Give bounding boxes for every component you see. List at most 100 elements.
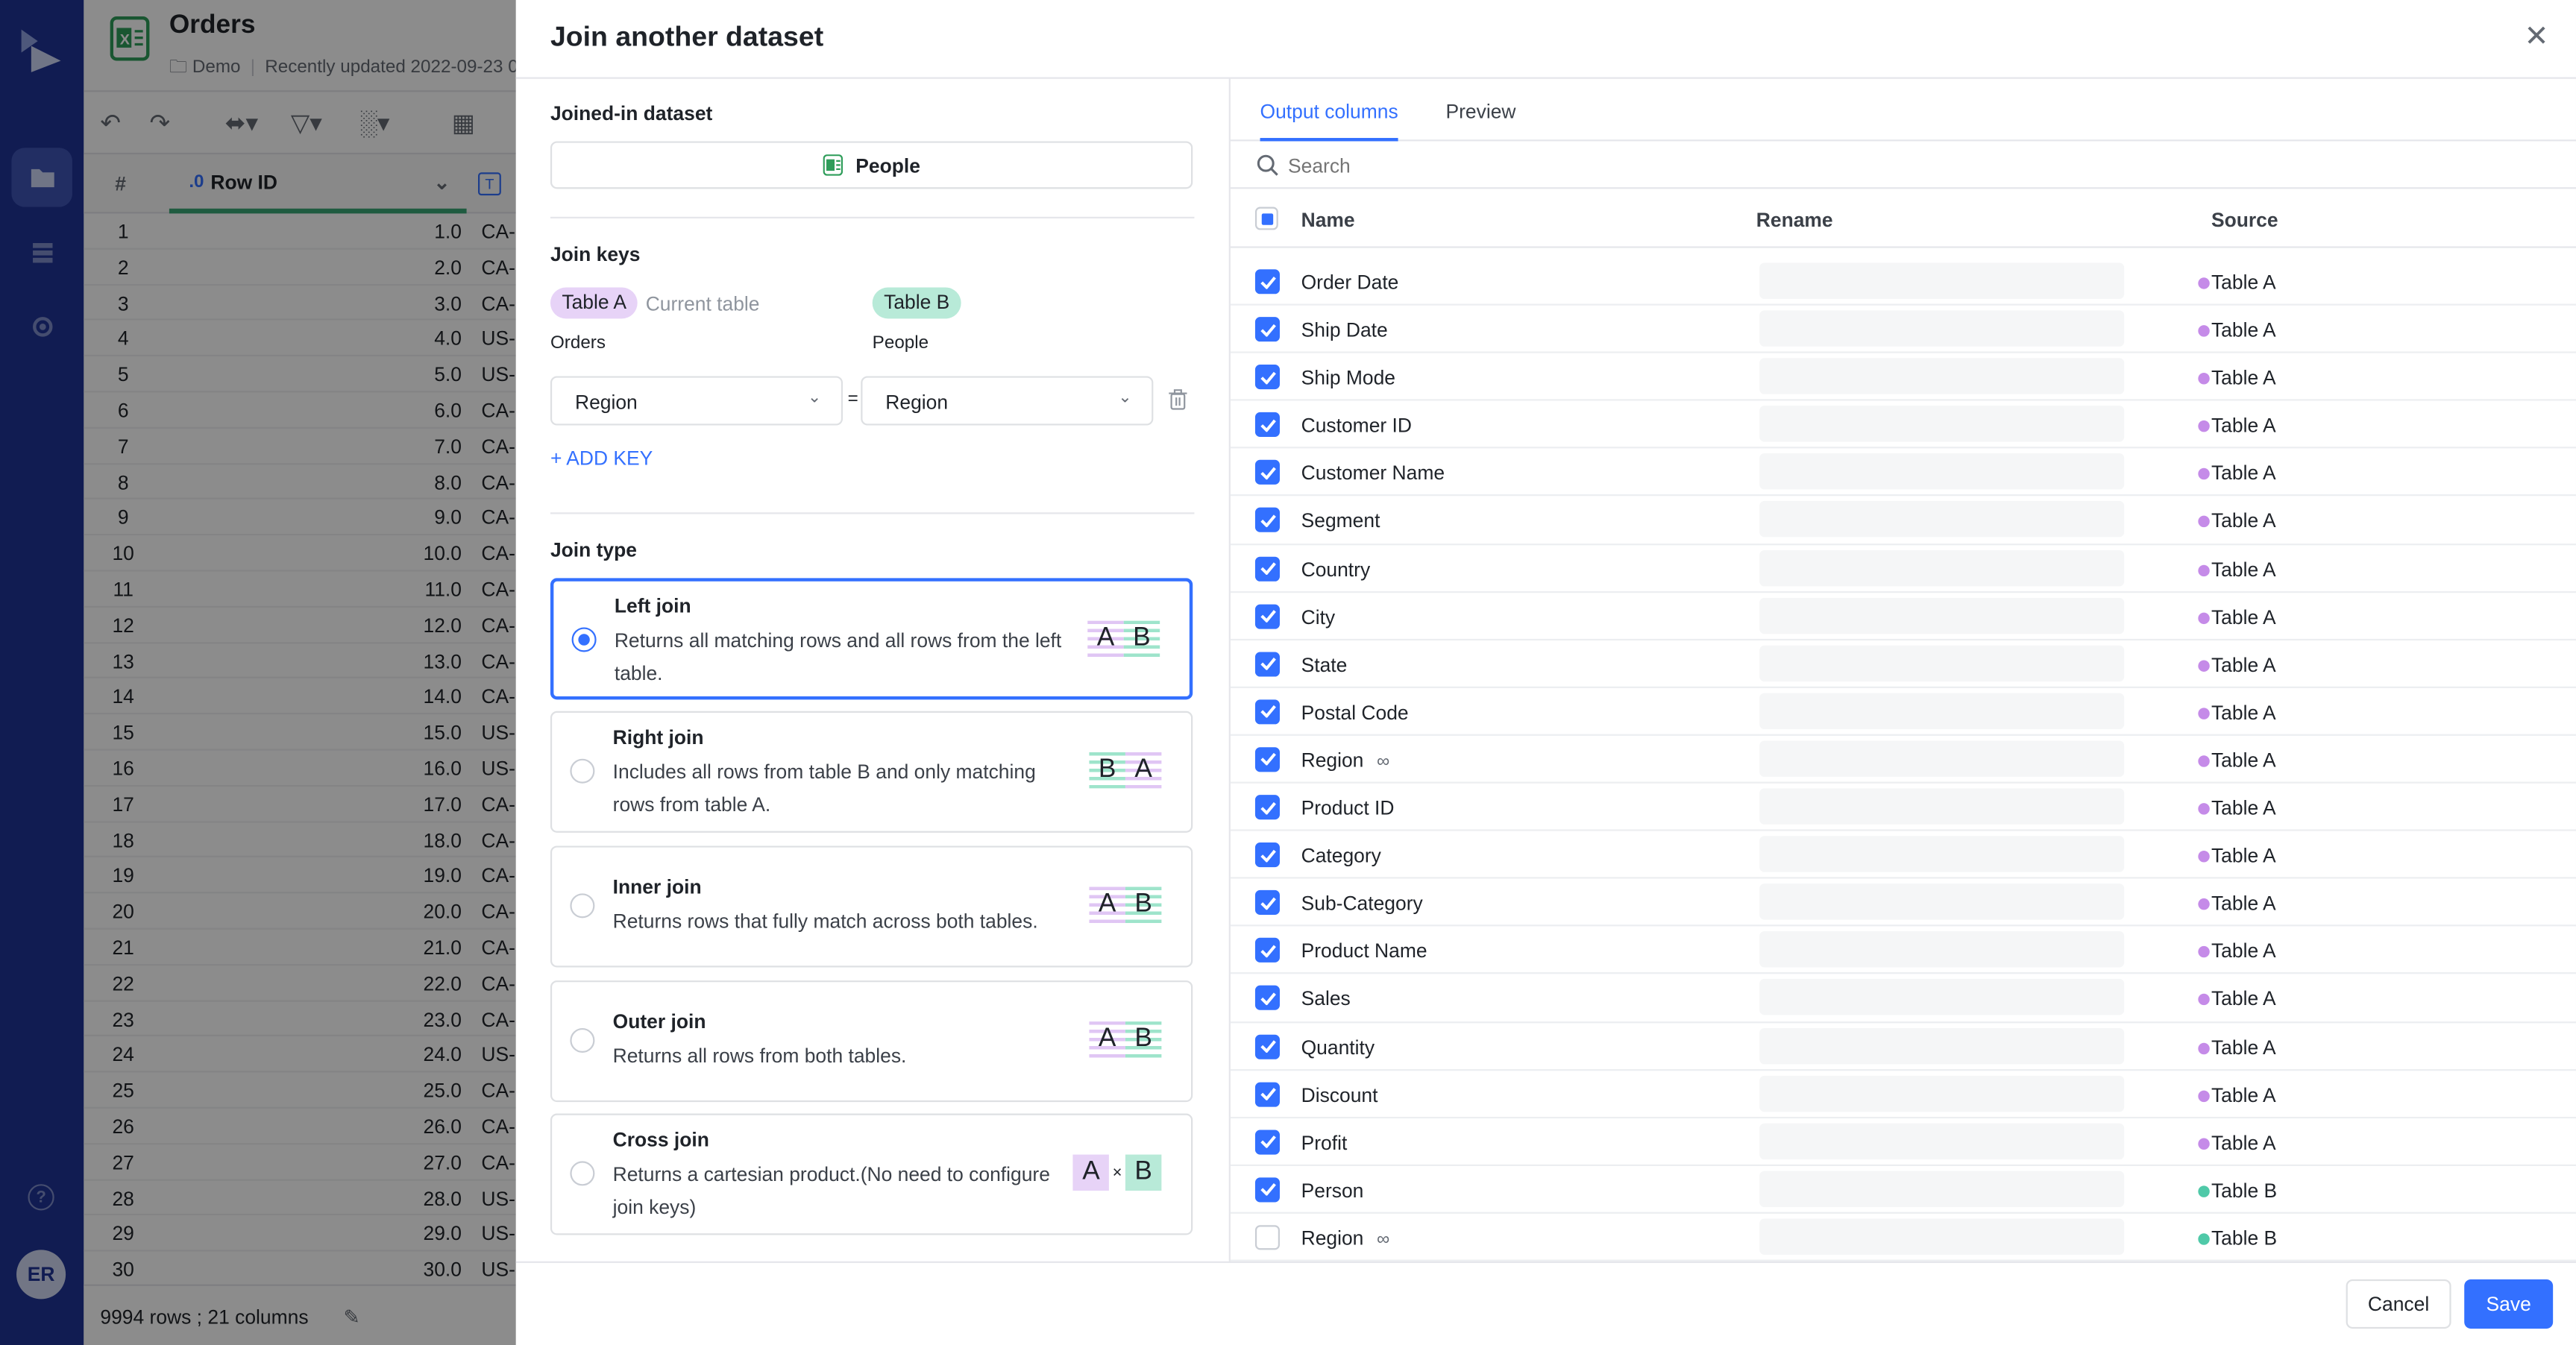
- next-column-cell[interactable]: US-: [481, 1222, 515, 1246]
- next-column-cell[interactable]: CA-: [481, 256, 515, 280]
- column-header-row-id[interactable]: .0 Row ID ⌄: [169, 154, 467, 214]
- column-checkbox[interactable]: [1254, 795, 1280, 820]
- next-column-cell[interactable]: CA-: [481, 971, 515, 995]
- cancel-button[interactable]: Cancel: [2346, 1279, 2451, 1329]
- nav-settings-icon[interactable]: [11, 297, 72, 356]
- list-item[interactable]: Order Date Table A: [1230, 258, 2576, 306]
- rename-input[interactable]: [1759, 693, 2125, 729]
- rename-input[interactable]: [1759, 597, 2125, 634]
- redo-icon[interactable]: ↷: [149, 110, 171, 139]
- row-id-cell[interactable]: 22.0: [423, 971, 462, 995]
- column-checkbox[interactable]: [1254, 603, 1280, 629]
- column-checkbox[interactable]: [1254, 508, 1280, 533]
- column-checkbox[interactable]: [1254, 842, 1280, 868]
- list-item[interactable]: Customer Name Table A: [1230, 449, 2576, 497]
- list-item[interactable]: Category Table A: [1230, 831, 2576, 879]
- next-column-cell[interactable]: US-: [481, 757, 515, 781]
- nav-database-icon[interactable]: [11, 224, 72, 283]
- row-id-cell[interactable]: 2.0: [434, 256, 462, 280]
- row-id-cell[interactable]: 4.0: [434, 327, 462, 351]
- next-column-cell[interactable]: US-: [481, 327, 515, 351]
- column-checkbox[interactable]: [1254, 1081, 1280, 1106]
- next-column-cell[interactable]: US-: [481, 1186, 515, 1210]
- rename-input[interactable]: [1759, 1027, 2125, 1064]
- column-checkbox[interactable]: [1254, 986, 1280, 1011]
- list-item[interactable]: Profit Table A: [1230, 1118, 2576, 1166]
- rename-input[interactable]: [1759, 883, 2125, 921]
- next-column-cell[interactable]: CA-: [481, 649, 515, 673]
- next-column-cell[interactable]: CA-: [481, 614, 515, 637]
- rename-input[interactable]: [1759, 310, 2125, 347]
- rename-input[interactable]: [1759, 1074, 2125, 1112]
- list-item[interactable]: Person Table B: [1230, 1166, 2576, 1214]
- column-checkbox[interactable]: [1254, 317, 1280, 342]
- column-checkbox[interactable]: [1254, 1129, 1280, 1154]
- help-icon[interactable]: ?: [28, 1184, 54, 1211]
- column-checkbox[interactable]: [1254, 651, 1280, 677]
- chart-icon[interactable]: ░▾: [359, 110, 390, 139]
- list-item[interactable]: Sales Table A: [1230, 974, 2576, 1023]
- next-column-cell[interactable]: CA-: [481, 542, 515, 566]
- row-id-cell[interactable]: 20.0: [423, 900, 462, 924]
- list-item[interactable]: State Table A: [1230, 640, 2576, 688]
- list-item[interactable]: Ship Date Table A: [1230, 306, 2576, 354]
- row-id-cell[interactable]: 29.0: [423, 1222, 462, 1246]
- next-column-cell[interactable]: CA-: [481, 936, 515, 960]
- rename-input[interactable]: [1759, 979, 2125, 1016]
- next-column-cell[interactable]: US-: [481, 1043, 515, 1067]
- next-column-cell[interactable]: CA-: [481, 292, 515, 315]
- undo-icon[interactable]: ↶: [100, 110, 122, 139]
- row-id-cell[interactable]: 8.0: [434, 470, 462, 494]
- list-item[interactable]: Discount Table A: [1230, 1070, 2576, 1118]
- row-id-cell[interactable]: 17.0: [423, 793, 462, 816]
- row-id-cell[interactable]: 3.0: [434, 292, 462, 315]
- column-checkbox[interactable]: [1254, 365, 1280, 390]
- row-id-cell[interactable]: 18.0: [423, 828, 462, 852]
- tab-preview[interactable]: Preview: [1445, 100, 1516, 124]
- radio-button[interactable]: [570, 1161, 595, 1186]
- column-checkbox[interactable]: [1254, 460, 1280, 485]
- next-column-cell[interactable]: CA-: [481, 506, 515, 530]
- row-id-cell[interactable]: 15.0: [423, 721, 462, 745]
- save-button[interactable]: Save: [2464, 1279, 2554, 1329]
- row-id-cell[interactable]: 21.0: [423, 936, 462, 960]
- column-checkbox[interactable]: [1254, 1177, 1280, 1202]
- row-id-cell[interactable]: 6.0: [434, 399, 462, 423]
- rename-input[interactable]: [1759, 836, 2125, 872]
- radio-button[interactable]: [570, 1027, 595, 1053]
- row-id-cell[interactable]: 10.0: [423, 542, 462, 566]
- radio-button[interactable]: [570, 758, 595, 784]
- column-checkbox[interactable]: [1254, 412, 1280, 438]
- delete-key-icon[interactable]: [1168, 389, 1187, 411]
- column-checkbox[interactable]: [1254, 747, 1280, 772]
- folder-name[interactable]: Demo: [192, 57, 241, 78]
- search-input[interactable]: [1287, 153, 1543, 177]
- row-id-cell[interactable]: 30.0: [423, 1258, 462, 1282]
- rename-input[interactable]: [1759, 406, 2125, 443]
- next-column-cell[interactable]: CA-: [481, 864, 515, 888]
- row-id-cell[interactable]: 13.0: [423, 649, 462, 673]
- row-id-cell[interactable]: 16.0: [423, 757, 462, 781]
- list-item[interactable]: Segment Table A: [1230, 497, 2576, 545]
- chevron-down-icon[interactable]: ⌄: [433, 169, 450, 193]
- next-column-cell[interactable]: CA-: [481, 900, 515, 924]
- row-id-cell[interactable]: 7.0: [434, 435, 462, 459]
- edit-pencil-icon[interactable]: ✎: [343, 1305, 360, 1329]
- list-item[interactable]: Customer ID Table A: [1230, 401, 2576, 450]
- row-id-cell[interactable]: 27.0: [423, 1150, 462, 1174]
- row-id-cell[interactable]: 12.0: [423, 614, 462, 637]
- list-item[interactable]: Postal Code Table A: [1230, 688, 2576, 736]
- rename-input[interactable]: [1759, 1171, 2125, 1207]
- next-column-cell[interactable]: CA-: [481, 793, 515, 816]
- close-icon[interactable]: ✕: [2524, 19, 2549, 53]
- next-column-cell[interactable]: CA-: [481, 685, 515, 709]
- radio-button[interactable]: [570, 893, 595, 919]
- rename-input[interactable]: [1759, 1218, 2125, 1255]
- tab-output-columns[interactable]: Output columns: [1260, 100, 1398, 124]
- rename-input[interactable]: [1759, 740, 2125, 777]
- row-id-cell[interactable]: 24.0: [423, 1043, 462, 1067]
- key-left-select[interactable]: Region ⌄: [550, 376, 844, 426]
- join-option-cross-join[interactable]: Cross join Returns a cartesian product.(N…: [550, 1113, 1193, 1235]
- rename-input[interactable]: [1759, 549, 2125, 586]
- transform-icon[interactable]: ⬌▾: [224, 110, 259, 139]
